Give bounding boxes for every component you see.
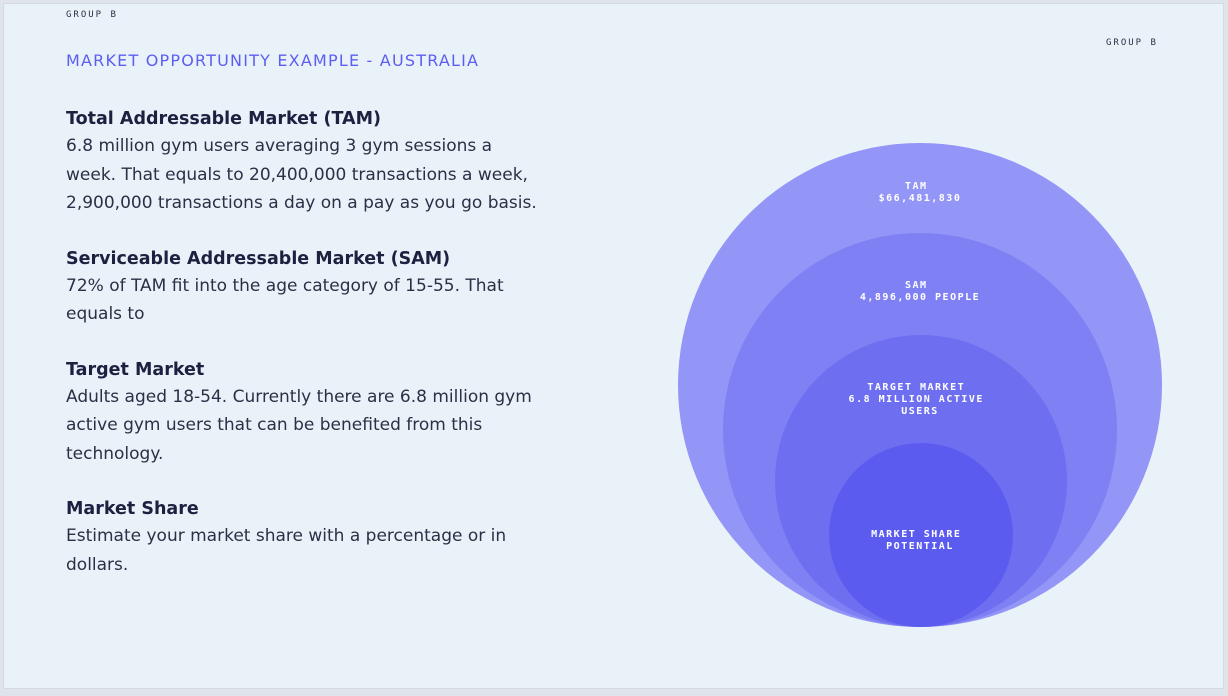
market-size-diagram: TAM $66,481,830 SAM 4,896,000 PEOPLE TAR…	[678, 143, 1162, 627]
tam-label: TAM $66,481,830	[879, 181, 962, 204]
section-sam: Serviceable Addressable Market (SAM) 72%…	[66, 246, 546, 329]
target-market-label-line-2: 6.8 MILLION ACTIVE	[849, 394, 984, 405]
section-tam: Total Addressable Market (TAM) 6.8 milli…	[66, 106, 546, 218]
section-body-sam: 72% of TAM fit into the age category of …	[66, 275, 504, 325]
market-sections: Total Addressable Market (TAM) 6.8 milli…	[66, 106, 546, 607]
slide: GROUP B GROUP B MARKET OPPORTUNITY EXAMP…	[3, 3, 1224, 689]
target-market-label-line-1: TARGET MARKET	[867, 382, 965, 393]
sam-label-line-1: SAM	[905, 280, 928, 291]
section-market-share: Market Share Estimate your market share …	[66, 496, 546, 579]
target-market-label-line-3: USERS	[901, 406, 939, 417]
section-heading-sam: Serviceable Addressable Market (SAM)	[66, 248, 451, 269]
tam-label-line-2: $66,481,830	[879, 193, 962, 204]
slide-title: MARKET OPPORTUNITY EXAMPLE - AUSTRALIA	[66, 51, 480, 70]
sam-label: SAM 4,896,000 PEOPLE	[860, 280, 980, 303]
logo-top-left: GROUP B	[66, 10, 118, 20]
sam-label-line-2: 4,896,000 PEOPLE	[860, 292, 980, 303]
market-share-label: MARKET SHARE POTENTIAL	[871, 529, 969, 552]
section-heading-tam: Total Addressable Market (TAM)	[66, 109, 382, 129]
logo-top-right: GROUP B	[1106, 38, 1158, 48]
market-share-label-line-1: MARKET SHARE	[871, 529, 961, 540]
section-heading-market-share: Market Share	[66, 499, 199, 519]
section-body-tam: 6.8 million gym users averaging 3 gym se…	[66, 136, 537, 213]
tam-label-line-1: TAM	[905, 181, 928, 192]
section-heading-target-market: Target Market	[66, 359, 205, 380]
market-share-circle	[829, 443, 1013, 627]
section-body-target-market: Adults aged 18-54. Currently there are 6…	[66, 386, 532, 464]
target-market-label: TARGET MARKET 6.8 MILLION ACTIVE USERS	[849, 382, 992, 417]
section-target-market: Target Market Adults aged 18-54. Current…	[66, 357, 546, 469]
section-body-market-share: Estimate your market share with a percen…	[66, 526, 507, 575]
market-share-label-line-2: POTENTIAL	[886, 541, 954, 552]
